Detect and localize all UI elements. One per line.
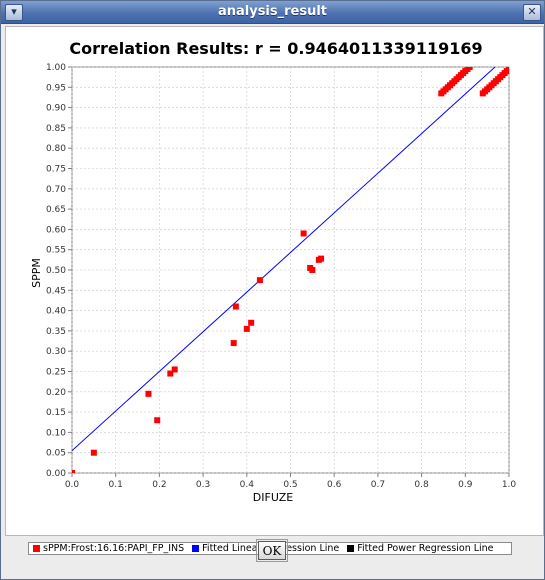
legend-item-power-fit: Fitted Power Regression Line xyxy=(347,543,494,554)
y-tick-label: 0.15 xyxy=(46,408,66,418)
y-tick-label: 0.35 xyxy=(46,327,66,337)
legend-swatch-blue xyxy=(192,545,200,552)
y-tick-label: 0.10 xyxy=(46,428,66,438)
y-tick-label: 0.30 xyxy=(46,347,66,357)
data-point xyxy=(256,277,263,284)
data-point xyxy=(232,303,239,310)
x-tick-label: 0.3 xyxy=(196,480,210,490)
y-tick-label: 0.80 xyxy=(46,144,66,154)
correlation-chart: Correlation Results: r = 0.9464011339119… xyxy=(30,39,517,504)
data-point xyxy=(167,370,174,377)
x-tick-label: 0.8 xyxy=(414,480,429,490)
y-axis-label: SPPM xyxy=(30,258,43,288)
x-tick-label: 0.0 xyxy=(65,480,80,490)
y-tick-label: 0.95 xyxy=(46,83,66,93)
data-point xyxy=(154,417,161,424)
y-tick-label: 0.55 xyxy=(46,246,66,256)
data-point xyxy=(243,325,250,332)
legend-label: sPPM:Frost:16.16:PAPI_FP_INS xyxy=(43,543,185,554)
chart-panel: Correlation Results: r = 0.9464011339119… xyxy=(5,26,544,555)
x-tick-label: 0.2 xyxy=(152,480,166,490)
data-point xyxy=(506,67,509,73)
x-tick-label: 0.5 xyxy=(283,480,297,490)
data-point xyxy=(300,230,307,237)
y-tick-label: 0.00 xyxy=(46,469,66,479)
x-tick-label: 0.9 xyxy=(458,480,473,490)
x-tick-label: 1.0 xyxy=(502,480,517,490)
y-tick-label: 0.60 xyxy=(46,225,66,235)
window-title: analysis_result xyxy=(217,4,328,19)
legend-label: Fitted Power Regression Line xyxy=(357,543,494,554)
y-tick-label: 0.20 xyxy=(46,388,66,398)
data-point xyxy=(309,267,316,273)
chart-title: Correlation Results: r = 0.9464011339119… xyxy=(69,39,482,58)
data-point xyxy=(466,67,473,70)
legend-item-series: sPPM:Frost:16.16:PAPI_FP_INS xyxy=(33,543,184,554)
legend-swatch-black xyxy=(347,545,355,552)
data-point xyxy=(90,449,97,456)
y-tick-label: 0.50 xyxy=(46,266,66,276)
close-icon[interactable]: ✕ xyxy=(523,4,541,21)
x-tick-label: 0.4 xyxy=(240,480,255,490)
legend-swatch-red xyxy=(33,545,40,552)
window-menu-icon[interactable]: ▾ xyxy=(5,4,23,21)
y-tick-label: 0.90 xyxy=(46,104,66,114)
data-point xyxy=(145,390,152,397)
y-tick-label: 0.40 xyxy=(46,307,66,317)
y-tick-label: 0.85 xyxy=(46,124,66,134)
y-tick-label: 0.45 xyxy=(46,286,66,296)
ok-button[interactable]: OK xyxy=(256,539,288,562)
y-tick-label: 0.25 xyxy=(46,368,66,378)
x-tick-label: 0.1 xyxy=(109,480,123,490)
y-tick-label: 0.70 xyxy=(46,185,66,195)
y-tick-label: 0.65 xyxy=(46,205,66,215)
regression-line xyxy=(72,67,496,452)
y-tick-label: 0.75 xyxy=(46,165,66,175)
y-tick-label: 0.05 xyxy=(46,449,66,459)
data-point xyxy=(72,470,75,473)
y-tick-label: 1.00 xyxy=(46,63,66,73)
data-point xyxy=(171,366,178,373)
x-axis-label: DIFUZE xyxy=(253,491,293,504)
x-tick-label: 0.6 xyxy=(327,480,342,490)
data-point xyxy=(230,340,237,347)
data-point xyxy=(248,319,255,326)
title-bar[interactable]: ▾ analysis_result ✕ xyxy=(1,1,544,24)
x-tick-label: 0.7 xyxy=(371,480,385,490)
data-point xyxy=(318,255,325,262)
